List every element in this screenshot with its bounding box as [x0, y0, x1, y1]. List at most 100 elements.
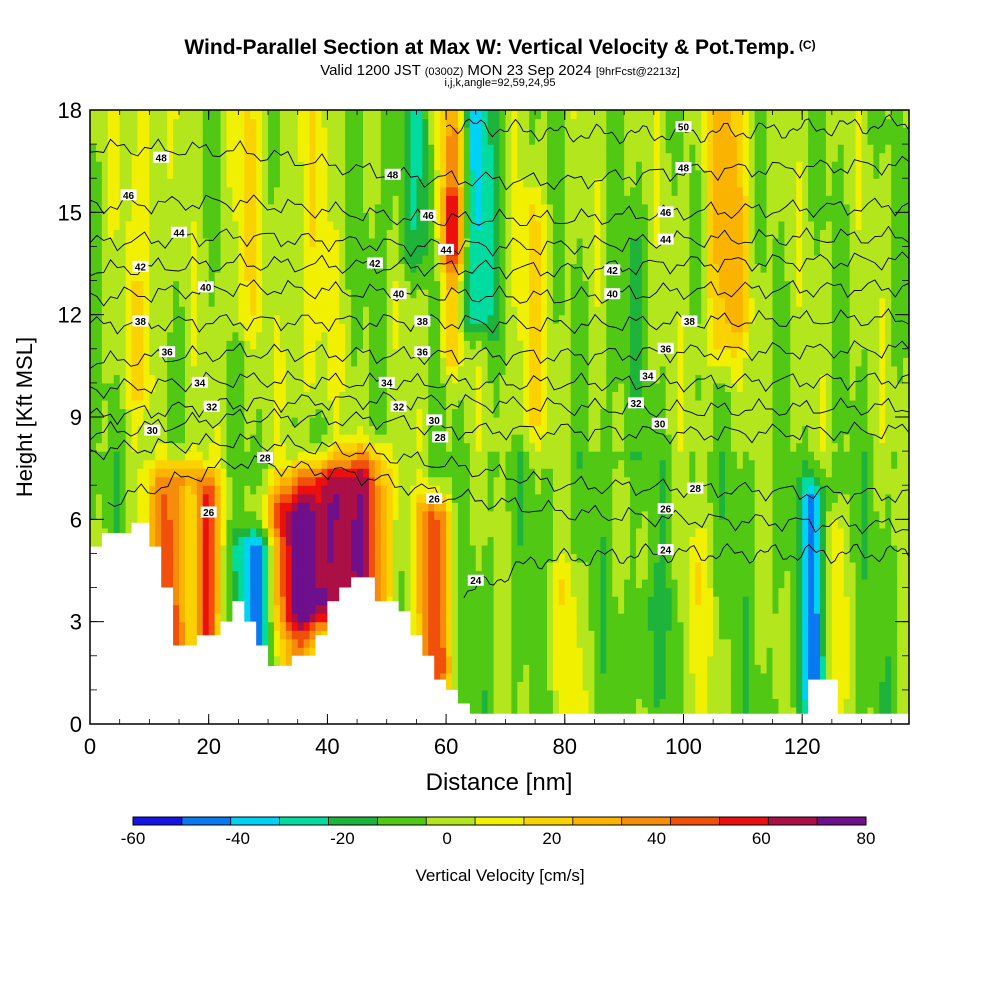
velocity-cell	[202, 297, 210, 307]
velocity-cell	[339, 570, 346, 580]
velocity-cell	[457, 144, 465, 154]
velocity-cell	[368, 237, 376, 248]
velocity-cell	[446, 579, 453, 589]
velocity-cell	[404, 587, 412, 597]
velocity-cell	[345, 425, 352, 435]
velocity-cell	[357, 195, 364, 205]
velocity-cell	[232, 272, 239, 282]
velocity-cell	[184, 306, 192, 316]
velocity-cell	[374, 186, 382, 196]
velocity-cell	[90, 178, 97, 188]
velocity-cell	[410, 502, 418, 512]
velocity-cell	[309, 229, 317, 239]
velocity-cell	[220, 382, 228, 393]
velocity-cell	[327, 263, 334, 273]
velocity-cell	[208, 212, 216, 222]
velocity-cell	[481, 144, 489, 154]
velocity-cell	[440, 502, 447, 512]
velocity-cell	[232, 382, 239, 393]
velocity-cell	[487, 161, 495, 171]
velocity-cell	[303, 417, 311, 427]
velocity-cell	[321, 237, 328, 248]
velocity-cell	[333, 118, 340, 128]
velocity-cell	[309, 314, 317, 324]
velocity-cell	[208, 425, 216, 435]
velocity-cell	[285, 254, 293, 265]
velocity-cell	[499, 621, 507, 631]
velocity-cell	[351, 476, 358, 486]
velocity-cell	[380, 391, 388, 401]
velocity-cell	[463, 434, 471, 444]
velocity-cell	[463, 186, 471, 196]
velocity-cell	[250, 246, 257, 256]
velocity-cell	[291, 152, 299, 162]
velocity-cell	[374, 220, 382, 230]
velocity-cell	[357, 118, 364, 128]
velocity-cell	[279, 630, 287, 640]
velocity-cell	[351, 365, 358, 375]
velocity-cell	[190, 604, 198, 614]
velocity-cell	[125, 306, 133, 316]
velocity-cell	[333, 186, 340, 196]
velocity-cell	[95, 169, 103, 179]
velocity-cell	[131, 399, 139, 410]
velocity-cell	[368, 203, 376, 213]
velocity-cell	[374, 246, 382, 256]
velocity-cell	[422, 468, 429, 478]
velocity-cell	[481, 570, 489, 580]
velocity-cell	[155, 237, 162, 248]
velocity-cell	[321, 544, 328, 555]
velocity-cell	[244, 544, 251, 555]
velocity-cell	[137, 127, 145, 137]
velocity-cell	[410, 263, 418, 273]
velocity-cell	[392, 561, 400, 572]
velocity-cell	[357, 536, 364, 546]
velocity-cell	[363, 246, 370, 256]
velocity-cell	[95, 254, 103, 265]
velocity-cell	[113, 527, 121, 537]
velocity-cell	[238, 254, 245, 265]
velocity-cell	[410, 348, 418, 358]
velocity-cell	[416, 604, 423, 614]
velocity-cell	[363, 272, 370, 282]
velocity-cell	[256, 306, 263, 316]
velocity-cell	[285, 178, 293, 188]
velocity-cell	[368, 348, 376, 358]
velocity-cell	[410, 587, 418, 597]
velocity-cell	[487, 621, 495, 631]
velocity-cell	[137, 306, 145, 316]
velocity-cell	[297, 314, 305, 324]
velocity-cell	[440, 493, 447, 503]
velocity-cell	[339, 280, 346, 290]
velocity-cell	[90, 186, 97, 196]
velocity-cell	[452, 348, 459, 358]
velocity-cell	[285, 246, 293, 256]
velocity-cell	[291, 485, 299, 495]
velocity-cell	[410, 186, 418, 196]
velocity-cell	[196, 314, 204, 324]
velocity-cell	[226, 417, 234, 427]
velocity-cell	[285, 587, 293, 597]
velocity-cell	[446, 544, 453, 555]
velocity-cell	[238, 357, 245, 367]
velocity-cell	[297, 519, 305, 529]
velocity-cell	[155, 493, 162, 503]
velocity-cell	[404, 596, 412, 606]
velocity-cell	[357, 306, 364, 316]
velocity-cell	[351, 493, 358, 503]
velocity-cell	[173, 365, 180, 375]
velocity-cell	[386, 314, 394, 324]
velocity-cell	[238, 544, 245, 555]
velocity-cell	[309, 485, 317, 495]
velocity-cell	[339, 220, 346, 230]
velocity-cell	[202, 621, 210, 631]
velocity-cell	[131, 442, 139, 452]
velocity-cell	[327, 561, 334, 572]
velocity-cell	[410, 110, 418, 120]
velocity-cell	[250, 579, 257, 589]
velocity-cell	[493, 613, 501, 623]
velocity-cell	[279, 169, 287, 179]
velocity-cell	[90, 340, 97, 350]
velocity-cell	[463, 442, 471, 452]
velocity-cell	[392, 118, 400, 128]
